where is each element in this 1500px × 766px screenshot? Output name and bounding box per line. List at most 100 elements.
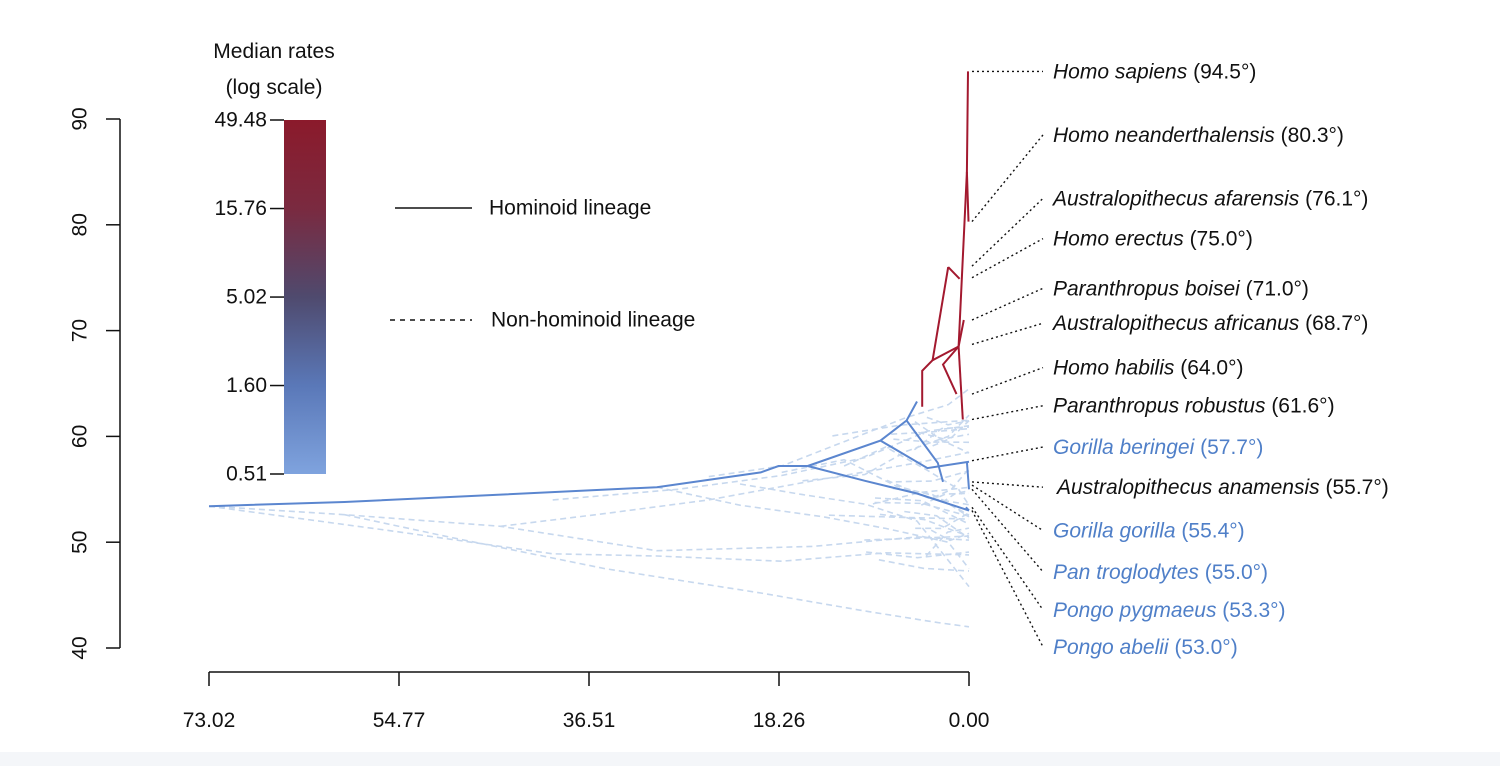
colorbar-tick-label: 5.02 <box>226 286 267 309</box>
species-angle-value: (68.7°) <box>1305 312 1368 335</box>
species-angle-value: (61.6°) <box>1271 394 1334 417</box>
leader-line <box>971 197 1044 267</box>
x-tick-label: 18.26 <box>753 709 806 732</box>
species-label: Homo erectus (75.0°) <box>1053 227 1253 250</box>
species-labels: Homo sapiens (94.5°) Homo neanderthalensi… <box>1051 60 1389 659</box>
species-name: Paranthropus boisei <box>1053 277 1241 300</box>
non-hominoid-branch <box>500 451 970 528</box>
colorbar-title-line1: Median rates <box>213 40 334 63</box>
legend-dashed-label: Non-hominoid lineage <box>491 309 695 332</box>
species-name: Homo sapiens <box>1053 60 1188 83</box>
species-label: Pan troglodytes (55.0°) <box>1053 560 1268 583</box>
colorbar: Median rates (log scale) 49.48 15.76 5.02 1.6… <box>213 40 334 486</box>
species-label: Homo habilis (64.0°) <box>1053 356 1244 379</box>
species-label: Homo sapiens (94.5°) <box>1053 60 1256 83</box>
non-hominoid-branch <box>918 431 970 440</box>
axes: 40 50 60 70 80 90 73.02 54.77 36.51 18.26 0.00 <box>69 107 990 732</box>
non-hominoid-branch <box>208 505 970 552</box>
species-label: Australopithecus anamensis (55.7°) <box>1055 476 1389 499</box>
non-hominoid-branch <box>895 470 970 483</box>
non-hominoid-branch <box>904 510 970 539</box>
species-name: Gorilla gorilla <box>1053 519 1176 542</box>
hominoid-branch <box>807 401 918 467</box>
non-hominoid-branch <box>879 513 970 538</box>
hominin-branch <box>957 71 969 347</box>
hominin-branch <box>921 345 960 407</box>
species-name: Homo erectus <box>1053 227 1184 250</box>
colorbar-tick-label: 0.51 <box>226 463 267 486</box>
non-hominoid-branch <box>878 559 970 572</box>
y-tick-label: 80 <box>69 213 92 236</box>
non-hominoid-branch <box>832 419 970 437</box>
species-name: Pan troglodytes <box>1053 560 1199 583</box>
species-angle-value: (53.3°) <box>1222 598 1285 621</box>
colorbar-tick-label: 49.48 <box>214 109 267 132</box>
colorbar-tick-label: 1.60 <box>226 374 267 397</box>
hominin-branch <box>965 171 970 222</box>
colorbar-title-line2: (log scale) <box>226 76 323 99</box>
non-hominoid-branch <box>874 497 970 525</box>
non-hominoid-branch <box>930 529 970 542</box>
hominin-branch <box>931 266 950 361</box>
species-name: Australopithecus anamensis <box>1055 476 1320 499</box>
non-hominoid-branch <box>891 427 970 435</box>
non-hominoid-branch <box>893 438 970 444</box>
bottom-band <box>0 752 1500 766</box>
non-hominoid-branch <box>552 425 970 501</box>
non-hominoid-branch <box>708 388 970 478</box>
leader-line <box>971 322 1044 346</box>
hominoid-branch <box>208 465 808 508</box>
non-hominoid-branch <box>920 492 970 506</box>
leader-line <box>971 134 1044 223</box>
y-tick-label: 90 <box>69 107 92 130</box>
species-angle-value: (55.7°) <box>1326 476 1389 499</box>
species-angle-value: (80.3°) <box>1281 123 1344 146</box>
y-tick-label: 40 <box>69 636 92 659</box>
x-tick-label: 73.02 <box>183 709 236 732</box>
non-hominoid-branch <box>656 486 970 570</box>
leader-line <box>971 510 1044 648</box>
hominoid-branch <box>965 461 970 490</box>
hominoid-branch <box>965 506 970 512</box>
x-tick-label: 0.00 <box>949 709 990 732</box>
non-hominoid-branch <box>872 486 970 505</box>
non-hominoid-branch <box>892 487 970 516</box>
non-hominoid-branch <box>941 490 970 503</box>
species-angle-value: (75.0°) <box>1190 227 1253 250</box>
legend: Hominoid lineage Non-hominoid lineage <box>390 197 695 332</box>
non-hominoid-branch <box>739 483 970 588</box>
y-tick-label: 70 <box>69 319 92 342</box>
hominin-branch <box>957 319 965 347</box>
non-hominoid-branch <box>926 416 970 426</box>
non-hominoid-branch <box>344 513 970 628</box>
species-label: Pongo abelii (53.0°) <box>1053 635 1238 658</box>
species-angle-value: (64.0°) <box>1180 356 1243 379</box>
non-hominoid-branch <box>828 514 970 520</box>
non-hominoid-branch <box>781 458 970 518</box>
leader-line <box>971 405 1044 421</box>
species-angle-value: (55.0°) <box>1205 560 1268 583</box>
species-angle-value: (57.7°) <box>1200 436 1263 459</box>
leader-line <box>971 366 1044 395</box>
species-label: Australopithecus afarensis (76.1°) <box>1051 187 1368 210</box>
species-leader-lines <box>971 70 1044 648</box>
non-hominoid-branch <box>864 535 970 541</box>
non-hominoid-branch <box>843 446 970 506</box>
species-label: Australopithecus africanus (68.7°) <box>1051 312 1368 335</box>
species-name: Australopithecus afarensis <box>1051 187 1300 210</box>
species-label: Paranthropus boisei (71.0°) <box>1053 277 1309 300</box>
species-label: Gorilla gorilla (55.4°) <box>1053 519 1245 542</box>
species-angle-value: (71.0°) <box>1246 277 1309 300</box>
species-name: Pongo abelii <box>1053 635 1170 658</box>
non-hominoid-branch <box>874 501 970 517</box>
hominoid-tree <box>208 71 970 512</box>
leader-line <box>971 484 1044 532</box>
species-label: Paranthropus robustus (61.6°) <box>1053 394 1335 417</box>
hominoid-branch <box>905 419 944 483</box>
hominin-branch <box>957 346 964 420</box>
hominin-branch <box>947 266 961 280</box>
hominoid-branch <box>879 439 970 470</box>
hominoid-branch <box>807 465 970 512</box>
y-tick-label: 60 <box>69 425 92 448</box>
